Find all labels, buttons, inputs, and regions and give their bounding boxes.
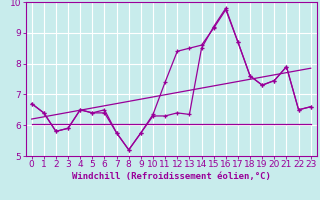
X-axis label: Windchill (Refroidissement éolien,°C): Windchill (Refroidissement éolien,°C): [72, 172, 271, 181]
